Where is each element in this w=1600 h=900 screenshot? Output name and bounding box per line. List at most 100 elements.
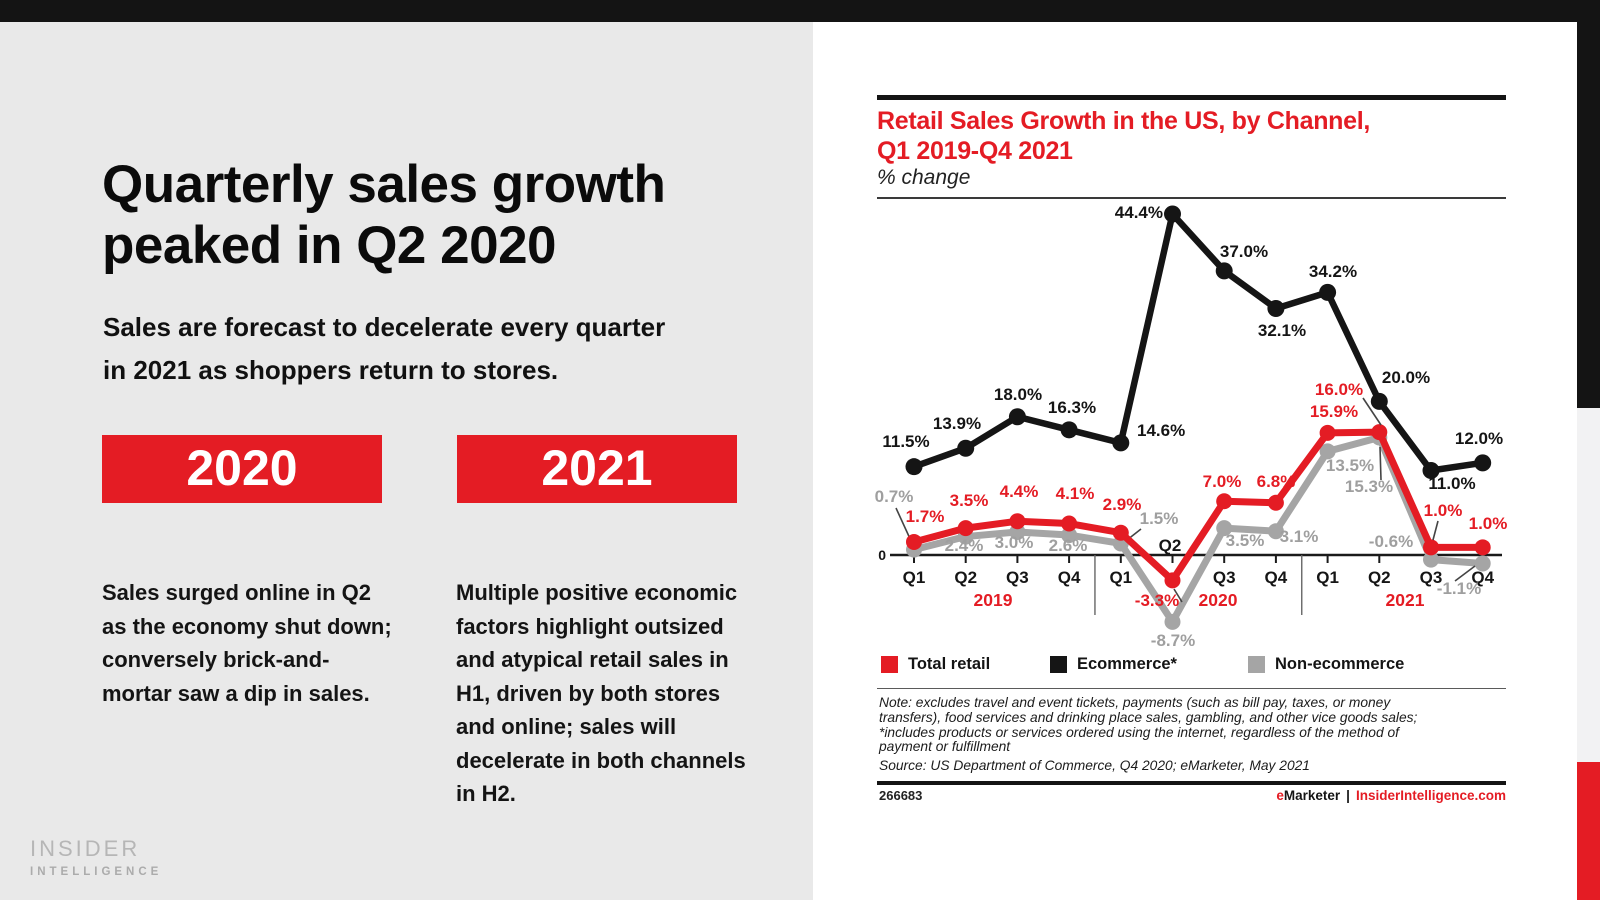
x-tick-label: Q4 [1265,568,1288,587]
data-label: 16.0% [1315,380,1363,399]
edge-strip-gray [1577,408,1600,762]
source-line: Source: US Department of Commerce, Q4 20… [879,758,1310,774]
year-badge-2020: 2020 [102,435,382,503]
data-label: 15.9% [1310,402,1358,421]
legend-item-total-retail: Total retail [881,655,990,674]
chart-title: Retail Sales Growth in the US, by Channe… [877,106,1517,166]
data-point [1267,299,1285,317]
data-point [1474,454,1492,472]
label-leader [1454,565,1476,582]
note-line: Note: excludes travel and event tickets,… [879,695,1391,710]
data-point [1061,515,1078,532]
x-tick-label: Q2 [954,568,977,587]
data-point [1061,527,1078,544]
data-label: 34.2% [1309,262,1357,281]
ecommerce-swatch [1050,656,1067,673]
retail-sales-growth-line-chart: 0 Q1 Q2 Q3 Q4 Q1 Q2 Q3 Q4 Q1 Q2 Q3 Q4 2019 2020 2021 0.7… [875,203,1508,650]
label-leader [1173,588,1183,603]
legend-label: Ecommerce* [1077,655,1177,673]
data-label: 20.0% [1382,368,1430,387]
x-tick-label: Q1 [1316,568,1339,587]
data-point [1319,283,1337,301]
x-tick-label: Q2 [1368,568,1391,587]
data-label: 3.1% [1280,527,1319,546]
data-point [1112,434,1130,452]
legend-label: Non-ecommerce [1275,655,1405,673]
data-label: 44.4% [1115,203,1163,222]
brand-rest: Marketer [1283,788,1341,803]
chart-header-divider [877,197,1506,199]
data-point [1371,424,1388,441]
data-point [1009,513,1026,530]
data-label: 14.6% [1137,421,1185,440]
data-point [957,439,975,457]
data-label: 18.0% [994,385,1042,404]
chart-title-line2: Q1 2019-Q4 2021 [877,137,1073,165]
data-point [1267,494,1284,511]
data-label: 32.1% [1258,321,1306,340]
data-label: 15.3% [1345,477,1393,496]
chart-notes: Note: excludes travel and event tickets,… [879,695,1519,774]
data-label: 3.5% [1226,531,1265,550]
data-label: 1.7% [906,507,945,526]
data-point [1422,462,1440,480]
data-point [1216,493,1233,510]
insider-intelligence-link[interactable]: InsiderIntelligence.com [1355,788,1506,803]
footer-brand: eMarketer | InsiderIntelligence.com [877,788,1506,803]
data-label: 37.0% [1220,242,1268,261]
data-label: 11.0% [1428,474,1475,493]
data-label: 3.5% [950,491,989,510]
data-label: 13.9% [933,414,981,433]
data-label: 2.6% [1049,536,1088,555]
x-tick-label: Q3 [1006,568,1029,587]
year-label: 2021 [1386,590,1425,610]
x-tick-label: Q3 [1213,568,1236,587]
label-leader [1379,446,1382,481]
x-tick-label: Q3 [1420,568,1443,587]
year-label: 2020 [1199,590,1238,610]
data-label: -0.6% [1369,532,1413,551]
note-line: transfers), food services and drinking p… [879,709,1418,725]
chart-top-rule [877,95,1506,100]
data-label: 2.9% [1103,495,1142,514]
data-label: 1.0% [1469,514,1508,533]
label-leader [1432,520,1439,541]
data-point [1008,408,1026,426]
data-label: 16.3% [1048,398,1096,417]
data-label: -1.1% [1437,579,1481,598]
chart-unit-label: % change [877,166,971,189]
series-line-total-retail [910,428,1487,584]
data-point [1164,613,1181,630]
chart-id: 266683 [879,788,923,803]
x-tick-label: Q1 [903,568,926,587]
data-point [1423,551,1439,568]
data-label: 1.5% [1140,509,1179,528]
slide-subtitle: Sales are forecast to decelerate every q… [103,312,666,385]
data-point [1216,520,1233,537]
insider-intelligence-logo: INSIDER INTELLIGENCE [30,836,162,878]
x-tick-label: Q4 [1058,568,1081,587]
data-label: 3.0% [995,533,1034,552]
edge-strip-red [1577,762,1600,900]
note-line: payment or fulfillment [879,739,1011,755]
brand-accent: e [1276,788,1284,803]
legend-item-non-ecommerce: Non-ecommerce [1248,655,1404,674]
data-point [1319,443,1336,460]
data-label: 0.7% [875,487,914,506]
brand-divider: | [1346,788,1350,803]
data-label: 2.4% [945,536,984,555]
label-leader [1362,397,1382,426]
data-point [1267,523,1284,540]
data-point [1474,555,1491,572]
column-text-2020: Sales surged online in Q2 as the economy… [102,580,392,706]
data-label: 12.0% [1455,429,1503,448]
non-ecommerce-swatch [1248,656,1265,673]
data-point [1215,262,1233,280]
total-retail-swatch [881,656,898,673]
data-point [1423,539,1439,556]
data-label: 4.4% [1000,482,1039,501]
logo-line-insider: INSIDER [30,836,141,861]
data-point [906,533,922,550]
year-badge-2021: 2021 [457,435,737,503]
